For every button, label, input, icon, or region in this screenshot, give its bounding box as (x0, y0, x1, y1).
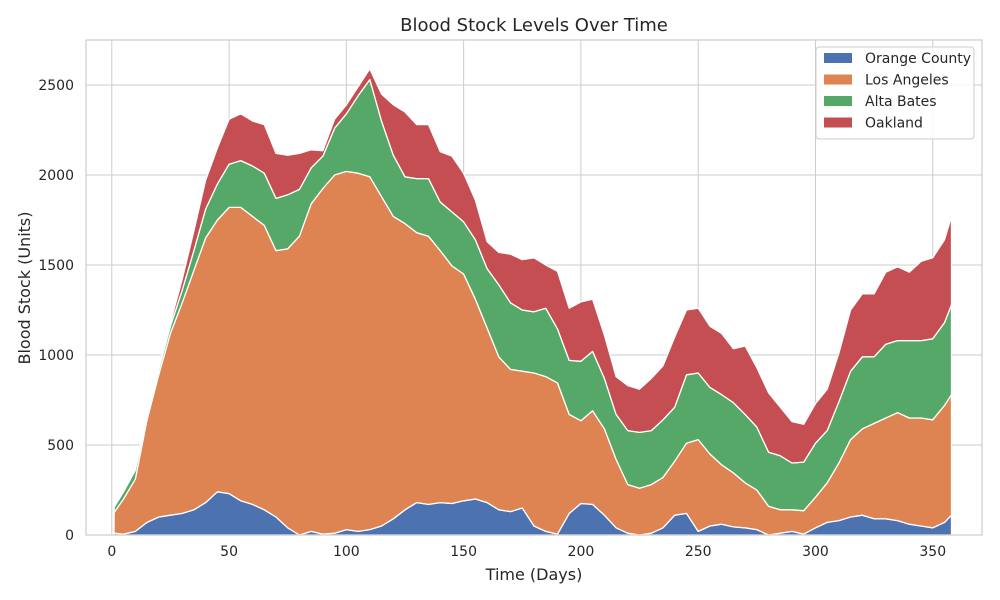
legend: Orange County Los Angeles Alta Bates Oaklan… (815, 46, 975, 140)
x-tick-label: 0 (107, 544, 116, 560)
y-tick-label: 2500 (38, 78, 74, 94)
legend-label: Alta Bates (865, 94, 937, 110)
x-tick-label: 250 (685, 544, 712, 560)
y-tick-label: 1000 (38, 348, 74, 364)
legend-swatch (824, 96, 852, 106)
area-series-oakland (113, 68, 953, 508)
y-tick-label: 0 (65, 528, 74, 544)
x-tick-label: 350 (919, 544, 946, 560)
x-tick-label: 300 (802, 544, 829, 560)
chart-title: Blood Stock Levels Over Time (400, 15, 668, 36)
legend-swatch (824, 53, 852, 63)
x-tick-label: 150 (450, 544, 477, 560)
legend-box (815, 46, 975, 140)
y-tick-labels: 0 500 1000 1500 2000 2500 (38, 78, 74, 544)
legend-label: Oakland (865, 116, 923, 132)
area-series-group (113, 68, 953, 536)
legend-swatch (824, 74, 852, 85)
x-tick-label: 200 (568, 544, 595, 560)
legend-label: Los Angeles (865, 73, 949, 89)
x-axis-label: Time (Days) (485, 565, 583, 584)
x-tick-label: 50 (220, 544, 238, 560)
y-tick-label: 1500 (38, 258, 74, 274)
y-tick-label: 500 (47, 438, 74, 454)
y-tick-label: 2000 (38, 168, 74, 184)
x-tick-labels: 0 50 100 150 200 250 300 350 (107, 544, 946, 560)
y-axis-label: Blood Stock (Units) (15, 212, 34, 365)
legend-swatch (824, 117, 852, 128)
legend-label: Orange County (865, 51, 971, 67)
plot-frame (85, 39, 983, 536)
x-tick-label: 100 (333, 544, 360, 560)
